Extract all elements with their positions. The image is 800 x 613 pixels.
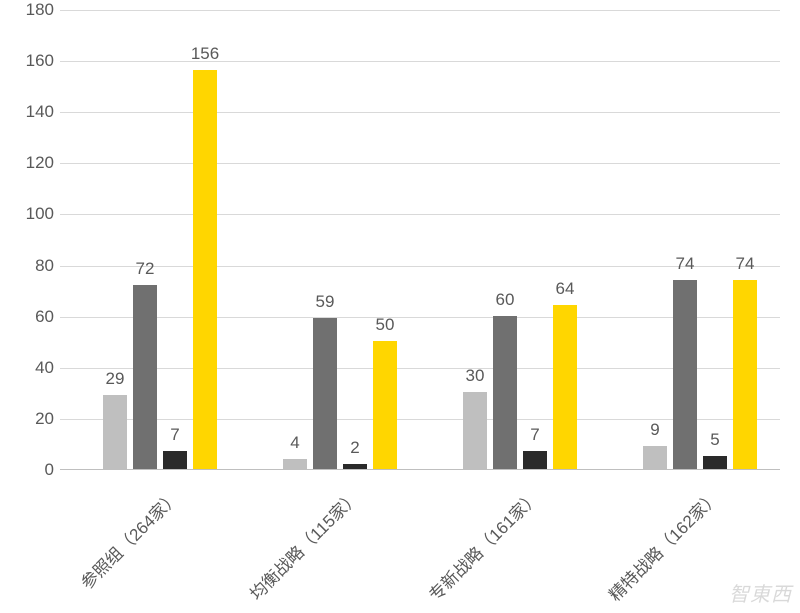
bar-rect (733, 280, 757, 469)
x-tick-label: 专新战略（161家） (422, 484, 544, 606)
bar-value-label: 7 (170, 425, 179, 445)
bar-value-label: 9 (650, 420, 659, 440)
y-tick-label: 20 (4, 409, 54, 429)
gridline (60, 10, 780, 11)
bar-rect (133, 285, 157, 469)
bar: 7 (163, 451, 187, 469)
bar-value-label: 74 (676, 254, 695, 274)
y-tick-label: 120 (4, 153, 54, 173)
bar-value-label: 2 (350, 438, 359, 458)
bar-group: 4 59 2 50 (283, 318, 397, 469)
bar: 60 (493, 316, 517, 469)
bar-value-label: 72 (136, 259, 155, 279)
bar-rect (523, 451, 547, 469)
bar: 72 (133, 285, 157, 469)
bar-rect (103, 395, 127, 469)
x-tick-label: 均衡战略（115家） (243, 484, 364, 605)
bar-group: 29727156 (103, 70, 217, 469)
bar: 64 (553, 305, 577, 469)
bar-value-label: 7 (530, 425, 539, 445)
y-tick-label: 60 (4, 307, 54, 327)
x-tick-label: 参照组（264家） (74, 484, 184, 594)
bar: 7 (523, 451, 547, 469)
bar: 74 (673, 280, 697, 469)
bar-value-label: 59 (316, 292, 335, 312)
bar: 50 (373, 341, 397, 469)
bar-value-label: 4 (290, 433, 299, 453)
bar-rect (343, 464, 367, 469)
bar-rect (373, 341, 397, 469)
y-tick-label: 180 (4, 0, 54, 20)
plot-area: 297271564592503060764974574 (60, 10, 780, 470)
bar-value-label: 156 (191, 44, 219, 64)
bar-value-label: 5 (710, 430, 719, 450)
bar-rect (313, 318, 337, 469)
bar-rect (163, 451, 187, 469)
y-tick-label: 140 (4, 102, 54, 122)
y-tick-label: 80 (4, 256, 54, 276)
bar-group: 9 74 5 74 (643, 280, 757, 469)
bar-value-label: 30 (466, 366, 485, 386)
bar-rect (283, 459, 307, 469)
bar-value-label: 29 (106, 369, 125, 389)
bar-group: 3060764 (463, 305, 577, 469)
gridline (60, 61, 780, 62)
bar: 9 (643, 446, 667, 469)
bar-rect (553, 305, 577, 469)
bar-value-label: 60 (496, 290, 515, 310)
bar: 5 (703, 456, 727, 469)
bar-rect (703, 456, 727, 469)
bar-rect (463, 392, 487, 469)
x-tick-label: 精特战略（162家） (602, 484, 724, 606)
y-tick-label: 160 (4, 51, 54, 71)
bar: 74 (733, 280, 757, 469)
chart-container: 297271564592503060764974574 智東西 02040608… (0, 0, 800, 613)
bar: 29 (103, 395, 127, 469)
bar-rect (193, 70, 217, 469)
bar: 30 (463, 392, 487, 469)
bar-rect (493, 316, 517, 469)
y-tick-label: 40 (4, 358, 54, 378)
bar-value-label: 74 (736, 254, 755, 274)
bar: 59 (313, 318, 337, 469)
bar-rect (673, 280, 697, 469)
bar: 156 (193, 70, 217, 469)
bar-value-label: 64 (556, 279, 575, 299)
bar: 2 (343, 464, 367, 469)
bar: 4 (283, 459, 307, 469)
y-tick-label: 0 (4, 460, 54, 480)
bar-rect (643, 446, 667, 469)
watermark: 智東西 (729, 578, 792, 607)
bar-value-label: 50 (376, 315, 395, 335)
y-tick-label: 100 (4, 204, 54, 224)
